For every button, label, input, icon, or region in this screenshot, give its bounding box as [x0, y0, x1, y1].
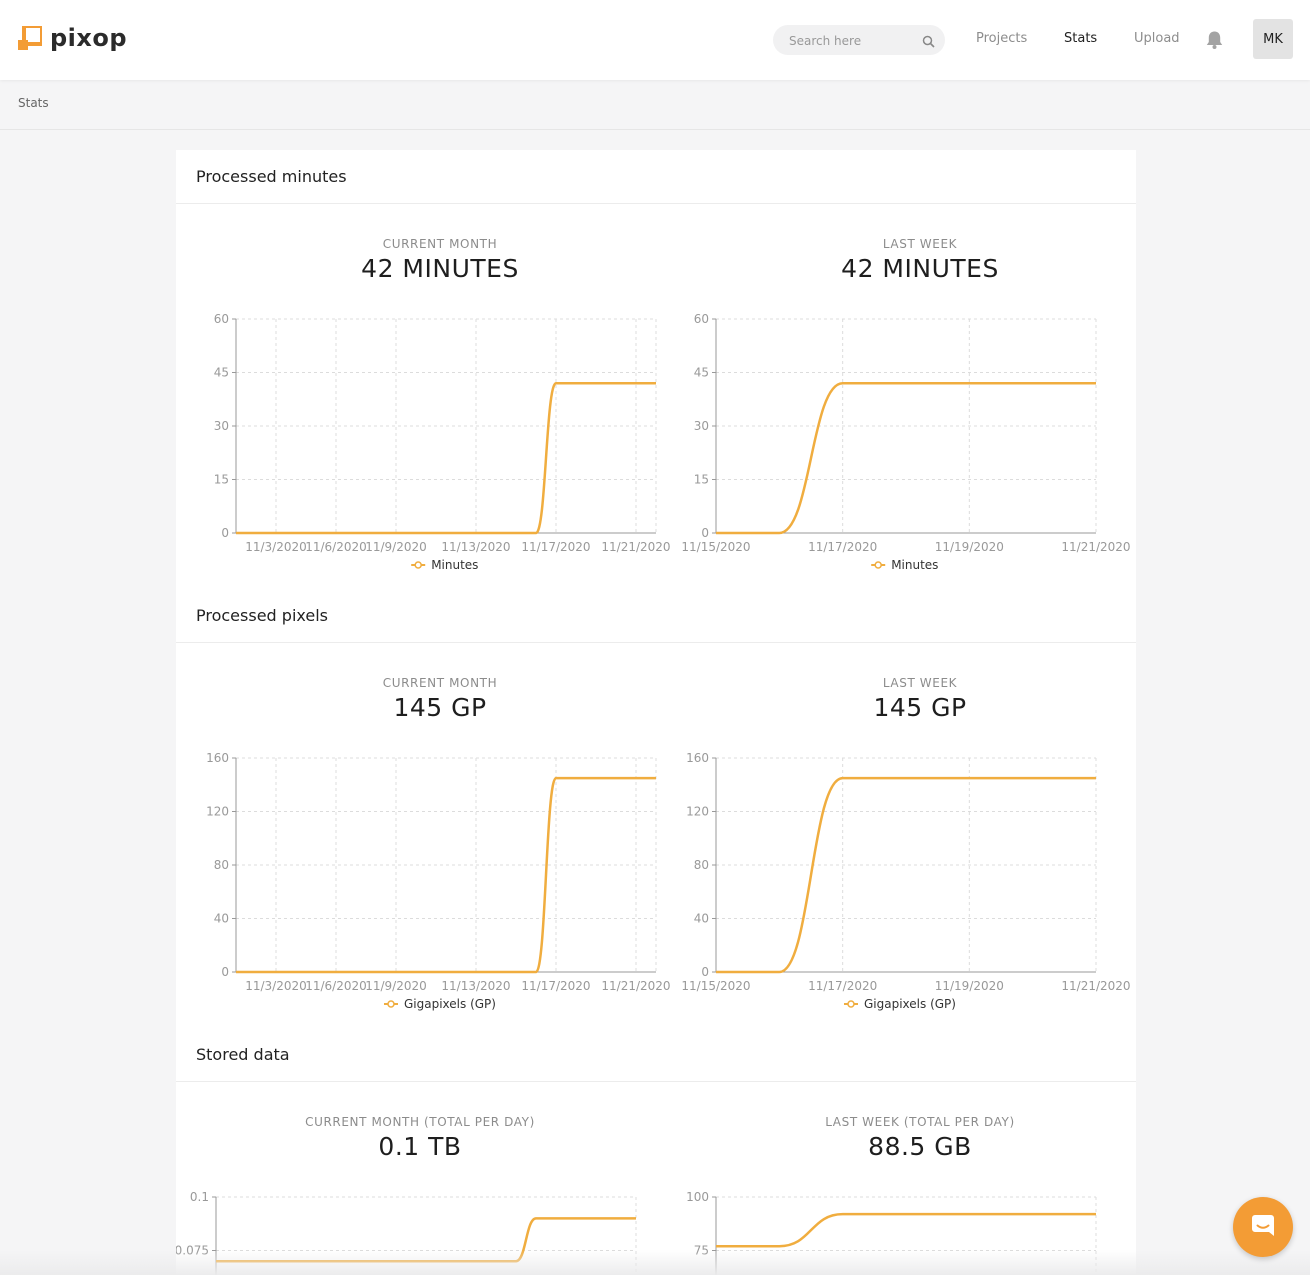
breadcrumb: Stats — [18, 96, 49, 110]
divider — [0, 129, 1310, 130]
y-tick-label: 15 — [694, 473, 709, 487]
stat-label: CURRENT MONTH (TOTAL PER DAY) — [305, 1115, 535, 1129]
stat-value: 88.5 GB — [868, 1132, 972, 1161]
y-tick-label: 0 — [221, 965, 229, 979]
nav-projects[interactable]: Projects — [976, 31, 1028, 46]
x-tick-label: 11/6/2020 — [305, 979, 367, 993]
search-icon[interactable] — [922, 33, 935, 52]
x-tick-label: 11/13/2020 — [441, 979, 510, 993]
section-title-stored-data: Stored data — [196, 1045, 290, 1064]
stat-value: 0.1 TB — [378, 1132, 462, 1161]
chat-launcher-button[interactable] — [1233, 1197, 1293, 1257]
x-tick-label: 11/9/2020 — [365, 979, 427, 993]
y-tick-label: 0.1 — [190, 1190, 209, 1204]
legend-marker — [874, 561, 882, 569]
stat-label: LAST WEEK — [882, 676, 958, 690]
legend-marker — [847, 1000, 855, 1008]
search-input[interactable] — [787, 31, 921, 51]
stat-value: 42 MINUTES — [841, 254, 999, 283]
series-line — [716, 776, 1096, 974]
x-tick-label: 11/15/2020 — [681, 540, 750, 554]
section-divider — [176, 203, 1136, 204]
x-tick-label: 11/21/2020 — [1061, 979, 1130, 993]
chat-bubble-icon — [1249, 1211, 1277, 1243]
y-tick-label: 60 — [694, 312, 709, 326]
stat-label: CURRENT MONTH — [382, 676, 498, 690]
logo-text: pixop — [50, 24, 128, 52]
legend-label: Minutes — [431, 558, 478, 572]
stat-value: 145 GP — [873, 693, 967, 722]
pixop-logo[interactable]: pixop — [18, 24, 127, 52]
nav-stats[interactable]: Stats — [1064, 31, 1098, 46]
avatar[interactable]: MK — [1253, 19, 1293, 59]
x-tick-label: 11/17/2020 — [808, 540, 877, 554]
y-tick-label: 30 — [694, 419, 709, 433]
legend-label: Gigapixels (GP) — [404, 997, 496, 1011]
series-line — [716, 381, 1096, 535]
logo-mark-icon — [18, 24, 44, 50]
x-tick-label: 11/17/2020 — [808, 979, 877, 993]
y-tick-label: 160 — [206, 751, 229, 765]
legend-marker — [387, 1000, 395, 1008]
series-line — [236, 381, 656, 535]
legend-label: Minutes — [891, 558, 938, 572]
x-tick-label: 11/19/2020 — [935, 540, 1004, 554]
x-tick-label: 11/9/2020 — [365, 540, 427, 554]
x-tick-label: 11/15/2020 — [681, 979, 750, 993]
stat-value: 42 MINUTES — [361, 254, 519, 283]
y-tick-label: 30 — [214, 419, 229, 433]
nav-upload[interactable]: Upload — [1134, 31, 1180, 46]
series-line — [716, 1212, 1096, 1248]
section-divider — [176, 1081, 1136, 1082]
y-tick-label: 0 — [221, 526, 229, 540]
series-line — [236, 776, 656, 974]
y-tick-label: 40 — [694, 912, 709, 926]
y-tick-label: 0 — [701, 965, 709, 979]
x-tick-label: 11/6/2020 — [305, 540, 367, 554]
y-tick-label: 60 — [214, 312, 229, 326]
x-tick-label: 11/17/2020 — [521, 540, 590, 554]
y-tick-label: 45 — [214, 366, 229, 380]
stat-label: LAST WEEK (TOTAL PER DAY) — [825, 1115, 1015, 1129]
x-tick-label: 11/3/2020 — [245, 540, 307, 554]
y-tick-label: 15 — [214, 473, 229, 487]
stat-value: 145 GP — [393, 693, 487, 722]
search-box[interactable] — [773, 25, 945, 55]
section-divider — [176, 642, 1136, 643]
y-tick-label: 0 — [701, 526, 709, 540]
legend-label: Gigapixels (GP) — [864, 997, 956, 1011]
top-bar: pixop Projects Stats Upload MK — [0, 0, 1310, 80]
y-tick-label: 45 — [694, 366, 709, 380]
y-tick-label: 160 — [686, 751, 709, 765]
y-tick-label: 80 — [694, 858, 709, 872]
x-tick-label: 11/21/2020 — [601, 540, 670, 554]
x-tick-label: 11/21/2020 — [601, 979, 670, 993]
y-tick-label: 120 — [206, 805, 229, 819]
section-title-processed-minutes: Processed minutes — [196, 167, 347, 186]
x-tick-label: 11/17/2020 — [521, 979, 590, 993]
y-tick-label: 100 — [686, 1190, 709, 1204]
section-title-processed-pixels: Processed pixels — [196, 606, 328, 625]
x-tick-label: 11/21/2020 — [1061, 540, 1130, 554]
stats-card: Processed minutes CURRENT MONTH 42 MINUT… — [176, 150, 1136, 1275]
y-tick-label: 80 — [214, 858, 229, 872]
x-tick-label: 11/3/2020 — [245, 979, 307, 993]
x-tick-label: 11/13/2020 — [441, 540, 510, 554]
x-tick-label: 11/19/2020 — [935, 979, 1004, 993]
bottom-fade — [0, 1250, 1310, 1275]
stat-label: LAST WEEK — [882, 237, 958, 251]
y-tick-label: 40 — [214, 912, 229, 926]
y-tick-label: 120 — [686, 805, 709, 819]
stat-label: CURRENT MONTH — [382, 237, 498, 251]
notification-bell-icon[interactable] — [1205, 30, 1224, 54]
legend-marker — [414, 561, 422, 569]
